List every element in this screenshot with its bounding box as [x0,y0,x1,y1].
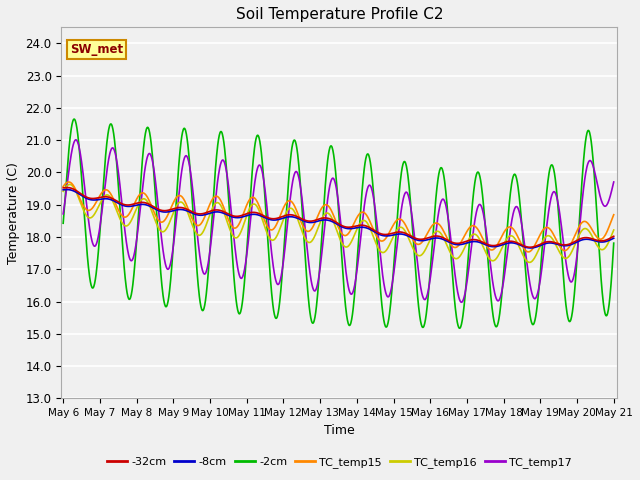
Legend: -32cm, -8cm, -2cm, TC_temp15, TC_temp16, TC_temp17: -32cm, -8cm, -2cm, TC_temp15, TC_temp16,… [102,452,576,472]
Text: SW_met: SW_met [70,43,123,56]
Title: Soil Temperature Profile C2: Soil Temperature Profile C2 [236,7,443,22]
Y-axis label: Temperature (C): Temperature (C) [7,162,20,264]
X-axis label: Time: Time [324,424,355,437]
